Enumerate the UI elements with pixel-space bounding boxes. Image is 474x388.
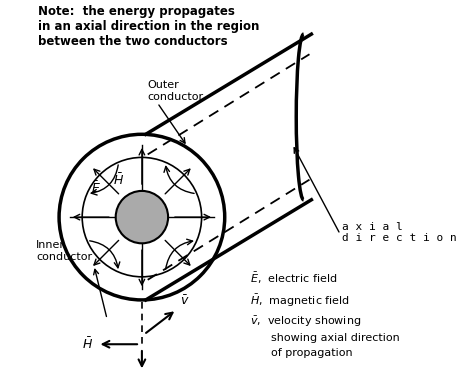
Text: $\bar{E}$: $\bar{E}$ [91,180,100,196]
Text: Inner
conductor: Inner conductor [36,240,92,262]
Circle shape [116,191,168,243]
Text: $\bar{v}$: $\bar{v}$ [181,294,190,308]
Text: Outer
conductor: Outer conductor [148,80,204,102]
Text: $\bar{H}$: $\bar{H}$ [113,173,124,188]
Text: a x i a l
d i r e c t i o n: a x i a l d i r e c t i o n [342,222,457,243]
Text: $\bar{H}$: $\bar{H}$ [82,336,93,352]
Text: $\bar{E}$,  electric field
$\bar{H}$,  magnetic field
$\bar{v}$,  velocity showi: $\bar{E}$, electric field $\bar{H}$, mag… [250,271,400,358]
Text: Note:  the energy propagates
in an axial direction in the region
between the two: Note: the energy propagates in an axial … [38,5,259,48]
